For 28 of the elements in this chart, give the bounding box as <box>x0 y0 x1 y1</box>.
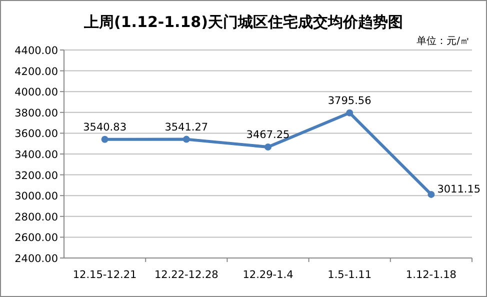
data-label: 3795.56 <box>328 94 372 107</box>
y-tick-label: 3000.00 <box>14 190 58 203</box>
y-tick-label: 4400.00 <box>14 45 58 57</box>
data-label: 3011.15 <box>437 183 481 196</box>
y-tick-label: 4000.00 <box>14 86 58 99</box>
point <box>428 190 435 198</box>
y-tick-label: 2600.00 <box>14 232 58 244</box>
y-tick-label: 3400.00 <box>14 149 58 161</box>
x-tick-label: 12.22-12.28 <box>154 269 218 281</box>
x-tick-label: 12.15-12.21 <box>72 269 137 281</box>
data-label: 3540.83 <box>83 121 127 134</box>
x-tick-label: 1.12-1.18 <box>406 269 456 281</box>
text: 单位：元/㎡ <box>416 35 470 47</box>
data-label: 3541.27 <box>164 121 208 134</box>
point <box>346 109 354 116</box>
y-tick-label: 3800.00 <box>14 107 58 120</box>
point <box>264 144 272 151</box>
x-tick-label: 12.29-1.4 <box>242 269 294 281</box>
y-tick-label: 2800.00 <box>14 211 58 224</box>
y-tick-label: 3200.00 <box>14 170 58 182</box>
y-tick-label: 4200.00 <box>14 66 58 78</box>
point <box>101 136 108 143</box>
chart-title: 上周(1.12-1.18)天门城区住宅成交均价趋势图 <box>83 13 403 31</box>
data-label: 3467.25 <box>246 129 290 142</box>
y-tick-label: 3600.00 <box>14 128 58 140</box>
y-tick-label: 2400.00 <box>14 253 58 265</box>
point <box>182 136 190 143</box>
x-tick-label: 1.5-1.11 <box>328 269 372 281</box>
